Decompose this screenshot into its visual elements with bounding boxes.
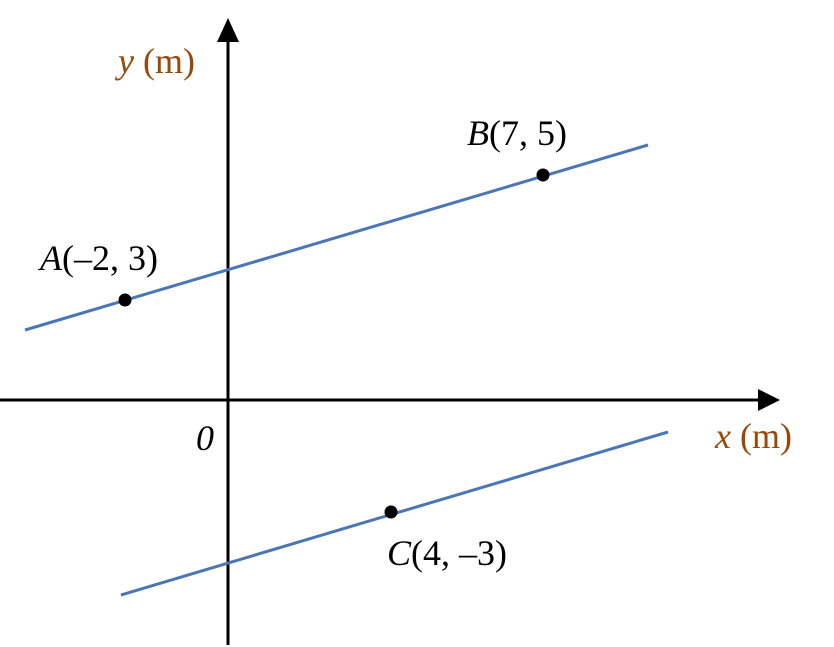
- point-name: C: [387, 533, 412, 573]
- y-arrow: [217, 18, 239, 42]
- x-axis-label: x (m): [714, 416, 792, 456]
- point-coords: (7, 5): [489, 113, 567, 153]
- unit: (m): [143, 41, 195, 81]
- point-b: [536, 168, 550, 182]
- point-label: A(–2, 3): [38, 238, 158, 278]
- y-axis-label: y (m): [115, 41, 195, 81]
- point-coords: (4, –3): [411, 533, 507, 573]
- unit: (m): [740, 416, 792, 456]
- variable: x: [714, 416, 731, 456]
- point-c: [384, 505, 398, 519]
- point-name: B: [467, 113, 489, 153]
- x-arrow: [758, 389, 780, 411]
- point-name: A: [38, 238, 63, 278]
- origin-label: 0: [196, 418, 214, 458]
- point-label: C(4, –3): [387, 533, 507, 573]
- point-label: B(7, 5): [467, 113, 567, 153]
- point-a: [118, 293, 132, 307]
- point-coords: (–2, 3): [62, 238, 158, 278]
- variable: y: [115, 41, 134, 81]
